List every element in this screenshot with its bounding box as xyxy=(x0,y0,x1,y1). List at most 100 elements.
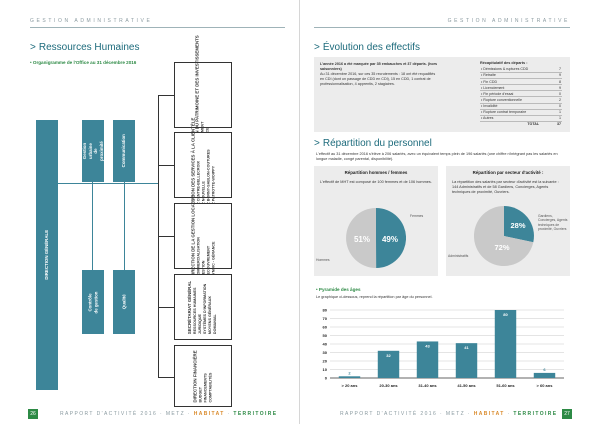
bar xyxy=(377,350,400,378)
repartition-intro: L'effectif au 31 décembre 2016 s'élève à… xyxy=(316,152,558,162)
effectifs-box: L'année 2016 a été marquée par 35 embauc… xyxy=(314,57,570,132)
departure-label: • Fin CDD xyxy=(480,78,554,86)
departures-caption: Récapitulatif des départs : xyxy=(480,61,528,65)
departure-value: 7 xyxy=(553,67,562,74)
y-tick-label: 30 xyxy=(323,350,328,355)
total-label: TOTAL xyxy=(527,122,540,127)
departure-row: • Autres 1 xyxy=(480,115,562,122)
dept-item: COMPTABILITÉS xyxy=(208,372,213,403)
org-dept-secretariat-content: SECRÉTARIAT GÉNÉRAL RESSOURCES HUMAINES … xyxy=(188,280,219,333)
org-gestion-urbaine-label: Gestion urbaine de proximité xyxy=(82,141,104,161)
footer-habitat: HABITAT xyxy=(193,411,225,417)
effectifs-lead: L'année 2016 a été marquée par 35 embauc… xyxy=(320,62,438,71)
gender-panel: Répartition hommes / femmes L'effectif d… xyxy=(314,166,438,276)
section-title-text: Répartition du personnel xyxy=(322,138,432,149)
departure-label: • Retraite xyxy=(480,72,554,80)
section-title-repartition: > Répartition du personnel xyxy=(314,138,432,149)
departures-body: • Démissions & ruptures CDD 7 • Retraite 9 •… xyxy=(480,67,562,122)
running-head: GESTION ADMINISTRATIVE xyxy=(447,18,570,24)
bar-value-label: 41 xyxy=(464,345,469,350)
header-rule xyxy=(314,27,570,28)
departure-row: • Rupture contrat temporaire 1 xyxy=(480,109,562,116)
departure-row: • Rupture conventionnelle 2 xyxy=(480,96,562,104)
connector-line xyxy=(92,183,94,273)
dept-item: DOMANIAL xyxy=(213,313,218,334)
y-tick-label: 10 xyxy=(323,367,328,372)
x-tick-label: > 60 ans xyxy=(537,383,554,388)
org-qualite-label: Qualité xyxy=(121,294,127,310)
page-number: 27 xyxy=(562,409,572,419)
departure-value: 1 xyxy=(553,115,562,122)
gender-pie: 51% 49% xyxy=(346,208,406,268)
section-title-evolution: > Évolution des effectifs xyxy=(314,42,420,53)
pie-slice-gardiens xyxy=(504,206,534,243)
org-dept-patrimoine: DIRECTION DU PATRIMOINE ET DES INVESTISS… xyxy=(174,35,232,155)
bar-value-label: 80 xyxy=(503,312,508,317)
org-controle-gestion: Contrôle de gestion xyxy=(82,270,104,334)
bar xyxy=(338,376,361,378)
x-tick-label: 31-40 ans xyxy=(418,383,437,388)
departure-row: • Fin CDD 8 xyxy=(480,78,562,86)
x-tick-label: 51-60 ans xyxy=(496,383,515,388)
departure-label: • Autres xyxy=(480,115,554,122)
left-page: GESTION ADMINISTRATIVE > Ressources Humai… xyxy=(0,0,300,424)
footer-report: RAPPORT D'ACTIVITÉ 2016 xyxy=(60,411,158,417)
y-tick-label: 60 xyxy=(323,325,328,330)
footer-brand: METZ xyxy=(445,411,466,417)
page-number: 26 xyxy=(28,409,38,419)
footer: RAPPORT D'ACTIVITÉ 2016 · METZ · HABITAT… xyxy=(60,411,278,417)
departure-value: 8 xyxy=(553,78,562,86)
departure-row: • Retraite 9 xyxy=(480,72,562,80)
dept-title: DIRECTION FINANCIÈRE xyxy=(192,349,198,403)
bar-value-label: 43 xyxy=(425,343,430,348)
pyramide-intro: Le graphique ci-dessous, reprend la répa… xyxy=(316,295,433,299)
y-tick-label: 40 xyxy=(323,342,328,347)
section-title-text: Ressources Humaines xyxy=(38,42,140,53)
departure-value: 9 xyxy=(553,72,562,80)
pie-value-men: 49% xyxy=(382,235,398,244)
departure-label: • Démissions & ruptures CDD xyxy=(480,67,554,74)
bar-value-label: 32 xyxy=(386,353,391,358)
legend-women: Femmes xyxy=(410,214,424,218)
legend-administratifs: Administratifs xyxy=(448,254,469,258)
sector-panel-title: Répartition par secteur d'activité : xyxy=(472,170,544,175)
arrow-icon: > xyxy=(314,138,320,149)
footer-brand: METZ xyxy=(165,411,186,417)
footer: RAPPORT D'ACTIVITÉ 2016 · METZ · HABITAT… xyxy=(340,411,558,417)
departure-label: • Rupture conventionnelle xyxy=(480,96,554,104)
departure-row: • Fin période d'essai 0 xyxy=(480,90,562,98)
connector-line xyxy=(158,236,174,238)
x-tick-label: > 20 ans xyxy=(342,383,359,388)
y-tick-label: 0 xyxy=(325,376,328,381)
bar-value-label: 6 xyxy=(543,367,546,372)
pie-slice-women xyxy=(346,208,377,268)
bar xyxy=(533,372,556,378)
legend-gardiens: Gardiens, Concierges, Agents techniques … xyxy=(538,214,568,232)
pie-value-women: 51% xyxy=(354,235,370,244)
connector-line xyxy=(158,377,174,379)
y-tick-label: 70 xyxy=(323,316,328,321)
org-communication-label: Communication xyxy=(121,134,127,168)
x-tick-label: 41-50 ans xyxy=(457,383,476,388)
pyramide-title: Pyramide des âges xyxy=(316,287,361,292)
pie-slice-men xyxy=(376,208,406,268)
footer-territoire: TERRITOIRE xyxy=(233,411,278,417)
dept-title: DIRECTION DE LA GESTION LOCATIVE xyxy=(190,194,196,278)
gender-panel-title: Répartition hommes / femmes xyxy=(344,170,408,175)
departures-table: Récapitulatif des départs : • Démissions… xyxy=(480,61,562,127)
org-controle-gestion-label: Contrôle de gestion xyxy=(87,291,99,313)
departure-row: • Licenciement 9 xyxy=(480,84,562,92)
pie-slice-administratifs xyxy=(474,206,534,266)
bar xyxy=(494,310,517,378)
pie-value-gardiens: 28% xyxy=(510,221,525,230)
arrow-icon: > xyxy=(30,42,36,53)
pie-value-administratifs: 72% xyxy=(494,243,509,252)
org-dept-gestion-locative: DIRECTION DE LA GESTION LOCATIVE COMMERC… xyxy=(174,195,232,277)
org-dept-gestion-locative-content: DIRECTION DE LA GESTION LOCATIVE COMMERC… xyxy=(190,195,216,277)
sector-pie: 28% 72% xyxy=(474,206,534,266)
org-direction-generale: DIRECTION GÉNÉRALE xyxy=(36,120,58,390)
departures-total-row: TOTAL 37 xyxy=(480,121,562,127)
org-dept-clientele: DIRECTION DES SERVICES À LA CLIENTÈLE ME… xyxy=(174,118,232,212)
footer-report: RAPPORT D'ACTIVITÉ 2016 xyxy=(340,411,438,417)
legend-men: Hommes xyxy=(316,258,330,262)
